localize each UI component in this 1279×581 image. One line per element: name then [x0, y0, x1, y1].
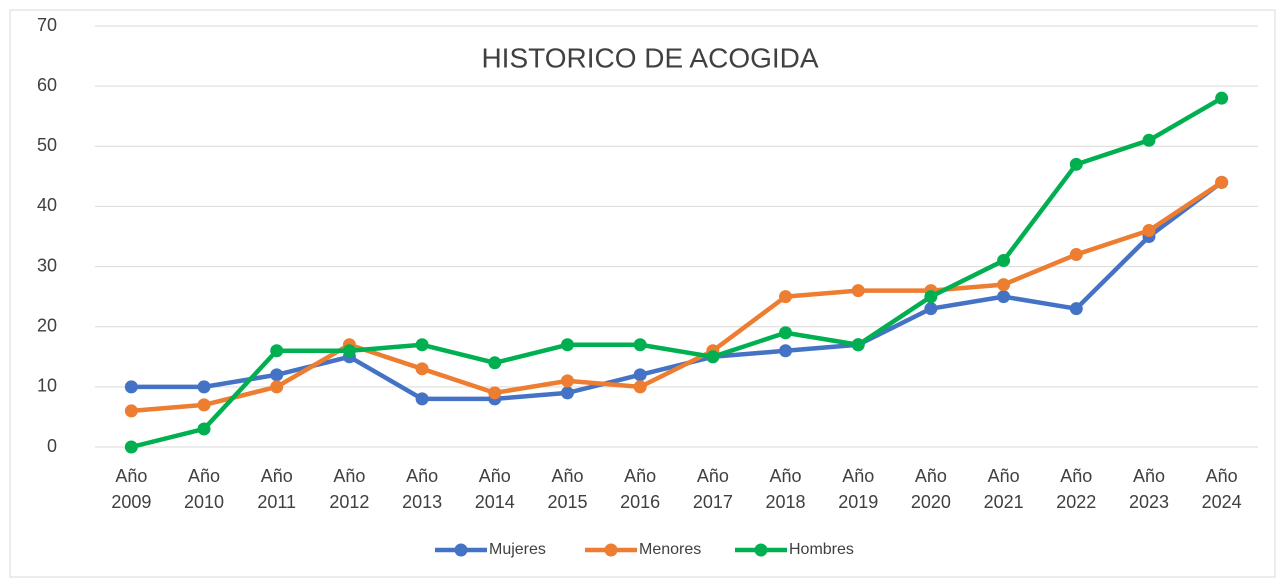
data-point	[997, 278, 1011, 292]
data-point	[1142, 223, 1156, 237]
data-point	[197, 380, 211, 394]
data-point	[1215, 175, 1229, 189]
x-tick-label: Año 2020	[910, 466, 951, 512]
x-tick-label: Año 2024	[1201, 466, 1242, 512]
data-point	[779, 290, 793, 304]
legend-marker	[604, 543, 618, 557]
y-tick-label: 0	[47, 436, 57, 456]
data-point	[779, 326, 793, 340]
data-point	[124, 440, 138, 454]
data-point	[270, 380, 284, 394]
y-tick-label: 20	[37, 315, 57, 335]
data-point	[197, 422, 211, 436]
y-tick-label: 10	[37, 376, 57, 396]
x-tick-label: Año 2013	[402, 466, 443, 512]
data-point	[924, 302, 938, 316]
data-point	[560, 386, 574, 400]
data-point	[415, 362, 429, 376]
x-tick-label: Año 2011	[257, 466, 297, 512]
x-tick-label: Año 2014	[474, 466, 515, 512]
chart-title: HISTORICO DE ACOGIDA	[481, 42, 818, 73]
y-tick-label: 60	[37, 75, 57, 95]
x-tick-label: Año 2022	[1056, 466, 1097, 512]
data-point	[415, 392, 429, 406]
data-point	[560, 374, 574, 388]
data-point	[1069, 248, 1083, 262]
x-tick-label: Año 2017	[692, 466, 733, 512]
data-point	[924, 290, 938, 304]
x-tick-label: Año 2015	[547, 466, 588, 512]
data-point	[633, 380, 647, 394]
x-tick-label: Año 2018	[765, 466, 806, 512]
y-tick-label: 50	[37, 135, 57, 155]
data-point	[1142, 133, 1156, 147]
data-point	[270, 368, 284, 382]
data-point	[851, 284, 865, 298]
data-point	[633, 338, 647, 352]
data-point	[124, 380, 138, 394]
data-point	[1069, 302, 1083, 316]
legend-label: Menores	[639, 541, 701, 558]
x-tick-label: Año 2019	[838, 466, 879, 512]
data-point	[270, 344, 284, 358]
x-tick-label: Año 2023	[1128, 466, 1169, 512]
x-tick-label: Año 2021	[983, 466, 1024, 512]
y-tick-label: 30	[37, 255, 57, 275]
data-point	[197, 398, 211, 412]
chart-frame	[9, 9, 1276, 578]
y-tick-label: 40	[37, 195, 57, 215]
x-tick-label: Año 2016	[620, 466, 661, 512]
data-point	[997, 290, 1011, 304]
data-point	[1069, 157, 1083, 171]
legend-marker	[454, 543, 468, 557]
data-point	[488, 386, 502, 400]
data-point	[779, 344, 793, 358]
data-point	[706, 350, 720, 364]
data-point	[997, 254, 1011, 268]
x-tick-label: Año 2009	[111, 466, 152, 512]
data-point	[560, 338, 574, 352]
data-point	[342, 344, 356, 358]
y-tick-label: 70	[37, 15, 57, 35]
x-tick-label: Año 2012	[329, 466, 370, 512]
legend-marker	[754, 543, 768, 557]
legend-label: Hombres	[789, 541, 854, 558]
data-point	[124, 404, 138, 418]
data-point	[851, 338, 865, 352]
series-line	[131, 180, 1223, 414]
data-point	[488, 356, 502, 370]
data-point	[633, 368, 647, 382]
legend-label: Mujeres	[489, 541, 546, 558]
x-tick-label: Año 2010	[184, 466, 225, 512]
series-line	[130, 96, 1223, 450]
data-point	[1215, 91, 1229, 105]
data-point	[415, 338, 429, 352]
